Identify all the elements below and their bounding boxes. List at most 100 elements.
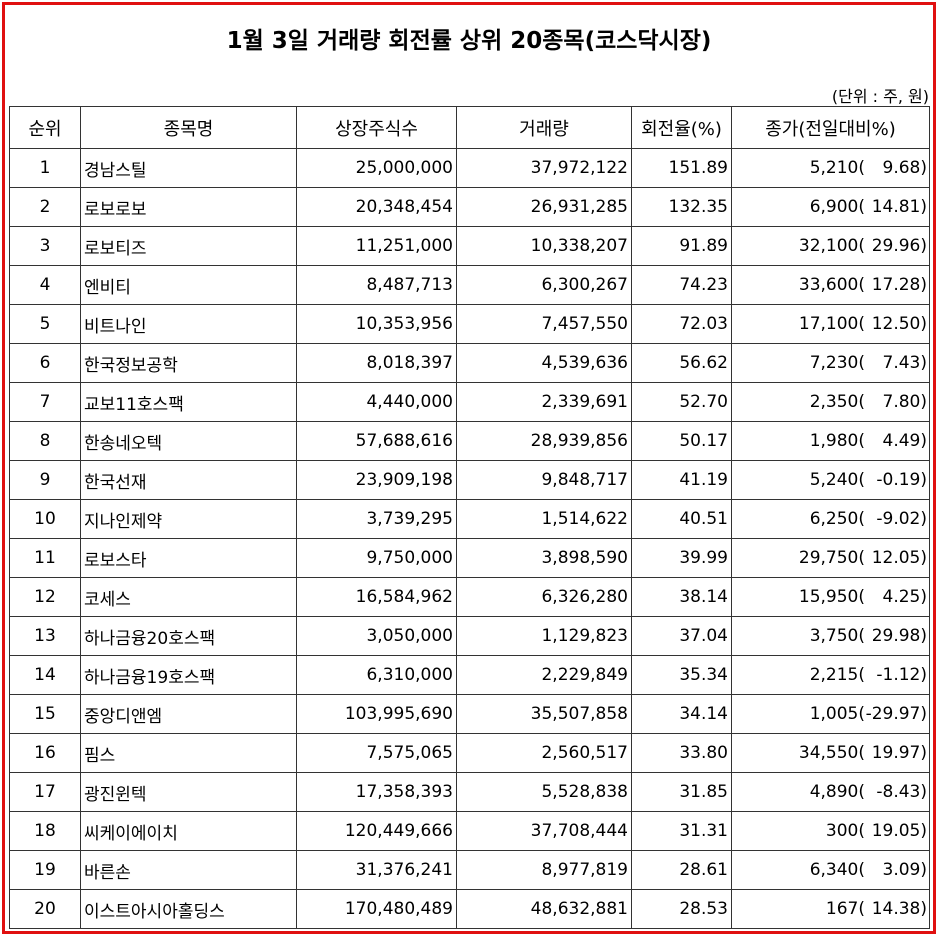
table-cell: 12 — [9, 577, 81, 617]
table-cell: 14 — [9, 655, 81, 695]
table-cell: 9,750,000 — [296, 538, 457, 578]
price-cell: 167(14.38) — [731, 889, 930, 929]
change: 3.09) — [882, 860, 927, 880]
header-row: 순위 종목명 상장주식수 거래량 회전율(%) 종가(전일대비%) — [9, 106, 930, 149]
price-cell: 1,980(4.49) — [731, 421, 930, 461]
table-cell: 11,251,000 — [296, 226, 457, 266]
table-cell: 3,898,590 — [456, 538, 632, 578]
table-cell: 중앙디앤엠 — [80, 694, 297, 734]
column-header: 회전율(%) — [631, 106, 732, 149]
table-cell: 25,000,000 — [296, 148, 457, 188]
table-cell: 170,480,489 — [296, 889, 457, 929]
table-row: 12 코세스 16,584,962 6,326,280 38.14 15,950(4.25… — [9, 577, 930, 617]
table-cell: 40.51 — [631, 499, 732, 539]
price-cell: 1,005(-29.97) — [731, 694, 930, 734]
change: 14.38) — [871, 899, 927, 919]
table-row: 4 엔비티 8,487,713 6,300,267 74.23 33,600(17.28) — [9, 265, 930, 305]
price-cell: 4,890(-8.43) — [731, 772, 930, 812]
price: 32,100( — [798, 236, 865, 256]
table-cell: 6 — [9, 343, 81, 383]
price: 2,350( — [809, 392, 865, 412]
price-wrap: 3,750(29.98) — [733, 626, 927, 646]
table-row: 2 로보로보 20,348,454 26,931,285 132.35 6,900(14.… — [9, 187, 930, 227]
table-cell: 151.89 — [631, 148, 732, 188]
price-cell: 6,900(14.81) — [731, 187, 930, 227]
table-cell: 52.70 — [631, 382, 732, 422]
price-wrap: 5,210( 9.68) — [733, 158, 927, 178]
price: 7,230( — [809, 353, 865, 373]
change: 29.96) — [871, 236, 927, 256]
table-row: 15 중앙디앤엠 103,995,690 35,507,858 34.14 1,005(-… — [9, 694, 930, 734]
price: 4,890( — [809, 782, 865, 802]
table-cell: 74.23 — [631, 265, 732, 305]
column-header: 종가(전일대비%) — [731, 106, 930, 149]
table-cell: 7,457,550 — [456, 304, 632, 344]
price-wrap: 5,240(-0.19) — [733, 470, 927, 490]
price: 1,980( — [809, 431, 865, 451]
price: 29,750( — [798, 548, 865, 568]
table-cell: 33.80 — [631, 733, 732, 773]
table-cell: 28.61 — [631, 850, 732, 890]
table-cell: 1,514,622 — [456, 499, 632, 539]
table-cell: 4,440,000 — [296, 382, 457, 422]
table-cell: 13 — [9, 616, 81, 656]
table-cell: 11 — [9, 538, 81, 578]
table-cell: 37,708,444 — [456, 811, 632, 851]
table-cell: 6,310,000 — [296, 655, 457, 695]
price-wrap: 1,980(4.49) — [733, 431, 927, 451]
table-cell: 8,977,819 — [456, 850, 632, 890]
table-cell: 91.89 — [631, 226, 732, 266]
table-cell: 2,339,691 — [456, 382, 632, 422]
price-cell: 300(19.05) — [731, 811, 930, 851]
price: 5,210( — [809, 158, 865, 178]
table-row: 20 이스트아시아홀딩스 170,480,489 48,632,881 28.53 167… — [9, 889, 930, 929]
table-cell: 9,848,717 — [456, 460, 632, 500]
table-row: 11 로보스타 9,750,000 3,898,590 39.99 29,750(12.0… — [9, 538, 930, 578]
change: 14.81) — [871, 197, 927, 217]
table-cell: 경남스틸 — [80, 148, 297, 188]
price-wrap: 15,950(4.25) — [733, 587, 927, 607]
table-cell: 35,507,858 — [456, 694, 632, 734]
table-row: 19 바른손 31,376,241 8,977,819 28.61 6,340(3.09) — [9, 850, 930, 890]
table-row: 17 광진윈텍 17,358,393 5,528,838 31.85 4,890(-8.4… — [9, 772, 930, 812]
table-cell: 4 — [9, 265, 81, 305]
table-row: 10 지나인제약 3,739,295 1,514,622 40.51 6,250(-9.0… — [9, 499, 930, 539]
table-cell: 엔비티 — [80, 265, 297, 305]
table-cell: 지나인제약 — [80, 499, 297, 539]
column-header: 순위 — [9, 106, 81, 149]
price-wrap: 6,900(14.81) — [733, 197, 927, 217]
price-cell: 33,600(17.28) — [731, 265, 930, 305]
table-cell: 10 — [9, 499, 81, 539]
price-cell: 29,750(12.05) — [731, 538, 930, 578]
table-cell: 6,326,280 — [456, 577, 632, 617]
price-cell: 2,350(7.80) — [731, 382, 930, 422]
table-cell: 41.19 — [631, 460, 732, 500]
price-cell: 17,100(12.50) — [731, 304, 930, 344]
table-cell: 3,050,000 — [296, 616, 457, 656]
change: 19.05) — [871, 821, 927, 841]
price-cell: 2,215(-1.12) — [731, 655, 930, 695]
change: 17.28) — [871, 275, 927, 295]
table-cell: 7,575,065 — [296, 733, 457, 773]
price: 5,240( — [809, 470, 865, 490]
price-cell: 6,250(-9.02) — [731, 499, 930, 539]
price-cell: 34,550(19.97) — [731, 733, 930, 773]
table-row: 18 씨케이에이치 120,449,666 37,708,444 31.31 300(19… — [9, 811, 930, 851]
table-cell: 57,688,616 — [296, 421, 457, 461]
table-cell: 31,376,241 — [296, 850, 457, 890]
price: 1,005( — [809, 704, 865, 724]
table-cell: 1,129,823 — [456, 616, 632, 656]
price-wrap: 7,230(7.43) — [733, 353, 927, 373]
table-cell: 2,229,849 — [456, 655, 632, 695]
table-cell: 8 — [9, 421, 81, 461]
table-cell: 28,939,856 — [456, 421, 632, 461]
table-cell: 34.14 — [631, 694, 732, 734]
price-cell: 32,100( 29.96) — [731, 226, 930, 266]
table-cell: 1 — [9, 148, 81, 188]
unit-note: (단위 : 주, 원) — [831, 87, 929, 106]
table-cell: 5,528,838 — [456, 772, 632, 812]
change: 9.68) — [882, 158, 927, 178]
table-row: 13 하나금융20호스팩 3,050,000 1,129,823 37.04 3,750(… — [9, 616, 930, 656]
